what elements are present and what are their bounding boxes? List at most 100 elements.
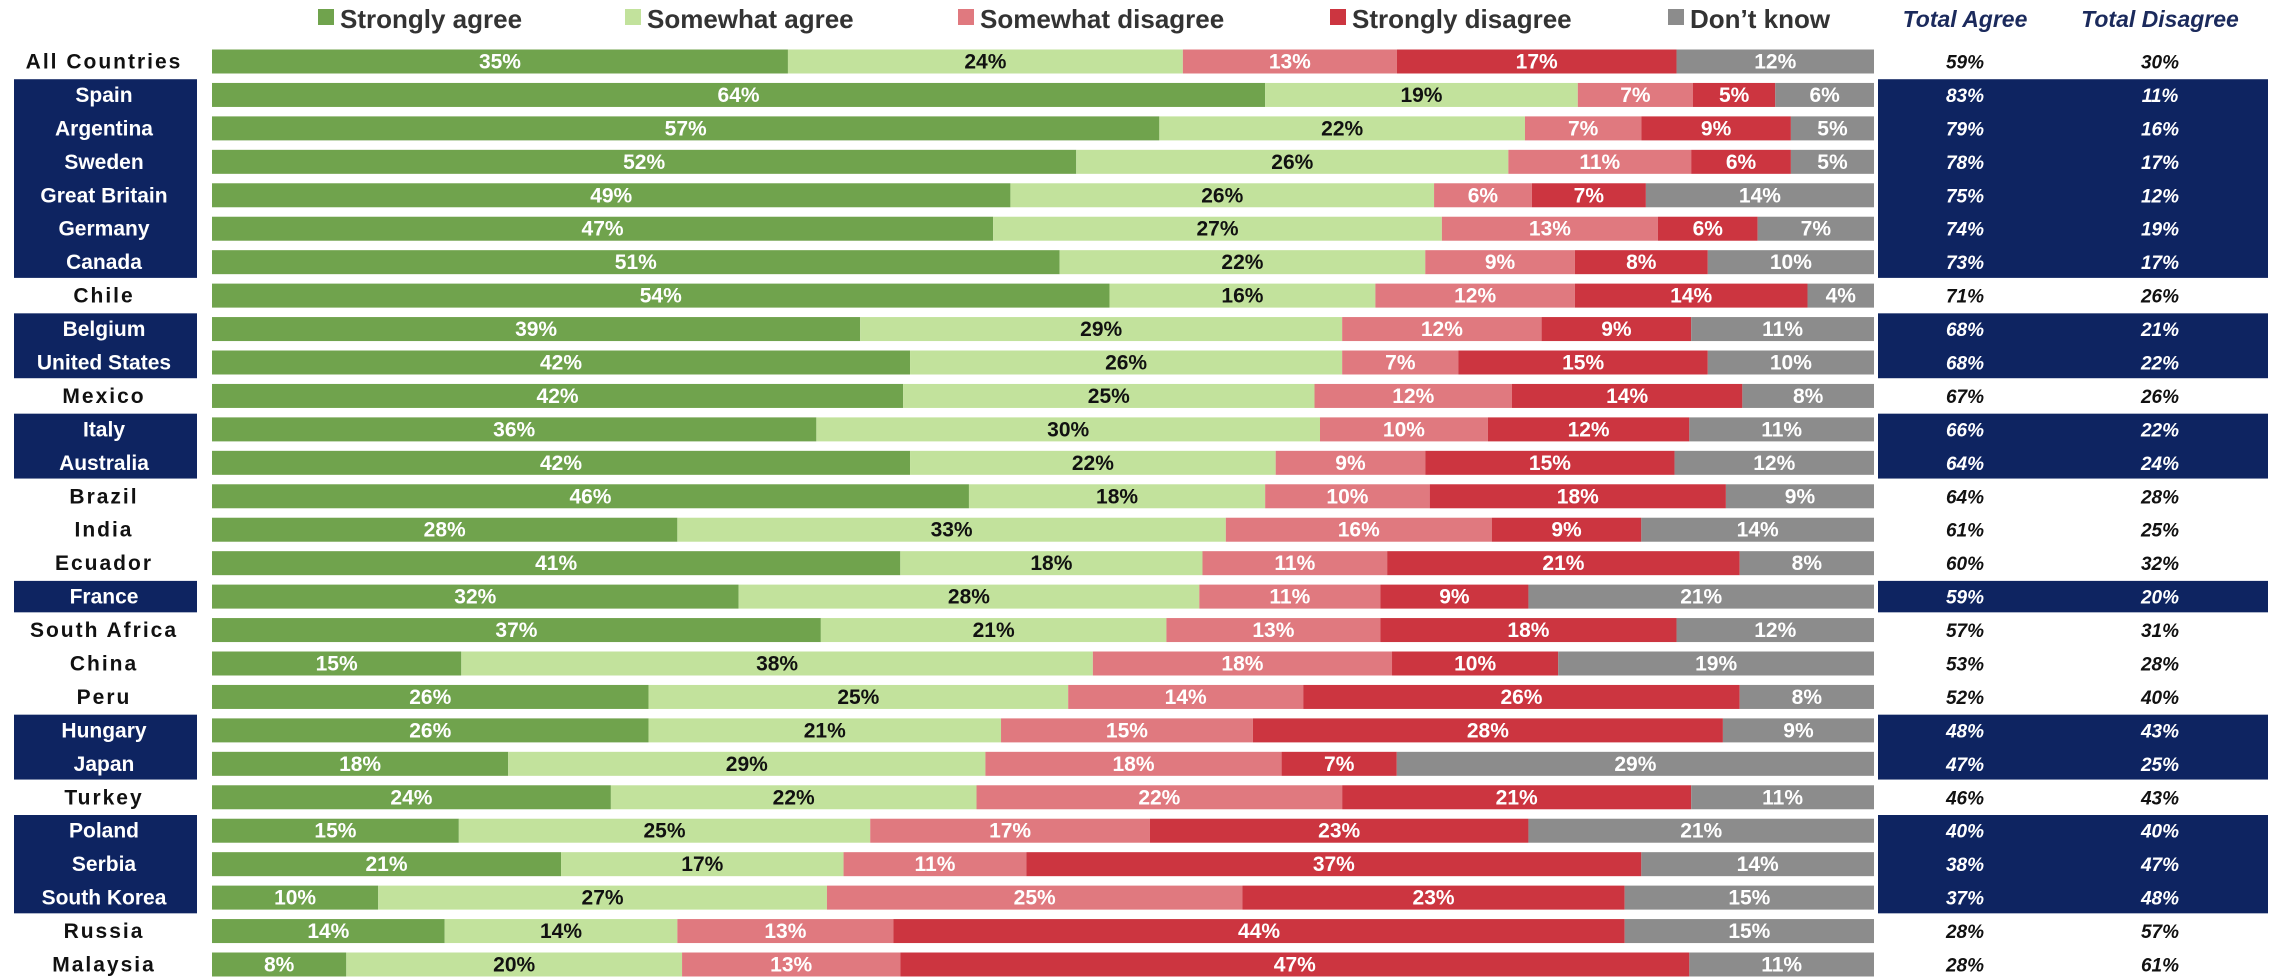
value-label: 47%	[1274, 954, 1316, 977]
highlight-band	[14, 580, 197, 613]
value-label: 14%	[1737, 853, 1779, 876]
value-label: 21%	[1496, 786, 1538, 809]
bar-segment	[1691, 785, 1874, 810]
total-agree-value: 53%	[1946, 655, 1984, 676]
legend-swatch	[625, 9, 641, 25]
value-label: 14%	[1606, 385, 1648, 408]
value-label: 17%	[681, 853, 723, 876]
value-label: 28%	[424, 519, 466, 542]
value-label: 21%	[804, 719, 846, 742]
category-label: France	[70, 586, 139, 609]
bar-segment	[610, 785, 977, 810]
total-disagree-value: 22%	[2140, 420, 2179, 441]
value-label: 15%	[1106, 719, 1148, 742]
bar-segment	[1691, 149, 1791, 174]
bar-segment	[1722, 718, 1874, 743]
bar-segment	[1657, 216, 1758, 241]
value-label: 6%	[1809, 84, 1840, 107]
bar-segment	[1109, 283, 1376, 308]
total-disagree-value: 30%	[2141, 53, 2179, 74]
bar-segment	[212, 183, 1011, 208]
bar-row: India 28% 33% 16% 9% 14% 61% 25%	[74, 517, 2179, 542]
total-disagree-value: 40%	[2140, 688, 2179, 709]
bar-segment	[1790, 149, 1874, 174]
bar-segment	[1689, 417, 1874, 442]
bar-segment	[1396, 49, 1677, 74]
category-label: Australia	[59, 452, 149, 475]
bar-segment	[1265, 82, 1578, 107]
bar-segment	[1441, 216, 1658, 241]
total-disagree-value: 25%	[2140, 521, 2179, 542]
category-label: Serbia	[72, 853, 137, 876]
highlight-band	[1878, 714, 2268, 780]
category-label: China	[70, 653, 138, 676]
value-label: 18%	[1112, 753, 1154, 776]
bar-segment	[1676, 618, 1874, 643]
value-label: 51%	[615, 251, 657, 274]
bar-segment	[508, 751, 986, 776]
legend-label: Strongly disagree	[1352, 4, 1572, 34]
bar-segment	[1342, 350, 1459, 375]
total-agree-value: 40%	[1945, 822, 1984, 843]
bar-segment	[346, 952, 683, 977]
value-label: 64%	[718, 84, 760, 107]
total-agree-value: 28%	[1945, 922, 1984, 943]
total-agree-value: 75%	[1946, 186, 1984, 207]
total-agree-value: 28%	[1945, 956, 1984, 977]
value-label: 9%	[1551, 519, 1582, 542]
value-label: 10%	[1326, 485, 1368, 508]
bar-segment	[968, 484, 1266, 509]
bar-segment	[910, 450, 1276, 475]
total-disagree-value: 47%	[2140, 855, 2179, 876]
total-agree-value: 64%	[1946, 487, 1984, 508]
bar-row: Sweden 52% 26% 11% 6% 5% 78% 17%	[64, 149, 2179, 174]
value-label: 7%	[1620, 84, 1651, 107]
bar-segment	[1225, 517, 1492, 542]
value-label: 26%	[1201, 184, 1243, 207]
bar-segment	[1425, 450, 1675, 475]
bar-segment	[378, 885, 827, 910]
bar-segment	[1434, 183, 1532, 208]
category-label: South Korea	[42, 887, 167, 910]
bar-segment	[212, 383, 904, 408]
bar-segment	[212, 584, 739, 609]
bar-segment	[212, 283, 1110, 308]
bar-segment	[212, 751, 509, 776]
total-agree-value: 60%	[1946, 554, 1984, 575]
value-label: 10%	[274, 887, 316, 910]
value-label: 35%	[479, 51, 521, 74]
value-label: 25%	[837, 686, 879, 709]
bar-segment	[1528, 584, 1874, 609]
bar-row: Turkey 24% 22% 22% 21% 11% 46% 43%	[64, 785, 2179, 810]
bar-row: Hungary 26% 21% 15% 28% 9% 48% 43%	[61, 718, 2179, 743]
value-label: 7%	[1568, 117, 1599, 140]
bar-segment	[212, 450, 911, 475]
bar-segment	[1511, 383, 1743, 408]
total-agree-value: 61%	[1946, 521, 1984, 542]
total-agree-value: 59%	[1946, 53, 1984, 74]
legend-label: Strongly agree	[340, 4, 522, 34]
bar-segment	[1558, 651, 1874, 676]
value-label: 17%	[1516, 51, 1558, 74]
value-label: 54%	[640, 285, 682, 308]
bar-segment	[1425, 250, 1575, 275]
bar-segment	[561, 852, 844, 877]
total-agree-value: 68%	[1946, 354, 1984, 375]
value-label: 14%	[540, 920, 582, 943]
total-disagree-value: 19%	[2141, 220, 2179, 241]
value-label: 42%	[537, 385, 579, 408]
value-label: 21%	[1542, 552, 1584, 575]
value-label: 15%	[1562, 352, 1604, 375]
bar-row: Chile 54% 16% 12% 14% 4% 71% 26%	[73, 283, 2179, 308]
value-label: 37%	[1313, 853, 1355, 876]
bar-row: Ecuador 41% 18% 11% 21% 8% 60% 32%	[55, 551, 2179, 576]
value-label: 30%	[1047, 418, 1089, 441]
value-label: 18%	[1030, 552, 1072, 575]
legend-swatch	[1668, 9, 1684, 25]
bar-segment	[1645, 183, 1874, 208]
bar-segment	[212, 718, 649, 743]
bar-segment	[1739, 684, 1874, 709]
bar-segment	[1252, 718, 1723, 743]
category-label: Chile	[73, 285, 134, 308]
bar-segment	[212, 317, 861, 342]
